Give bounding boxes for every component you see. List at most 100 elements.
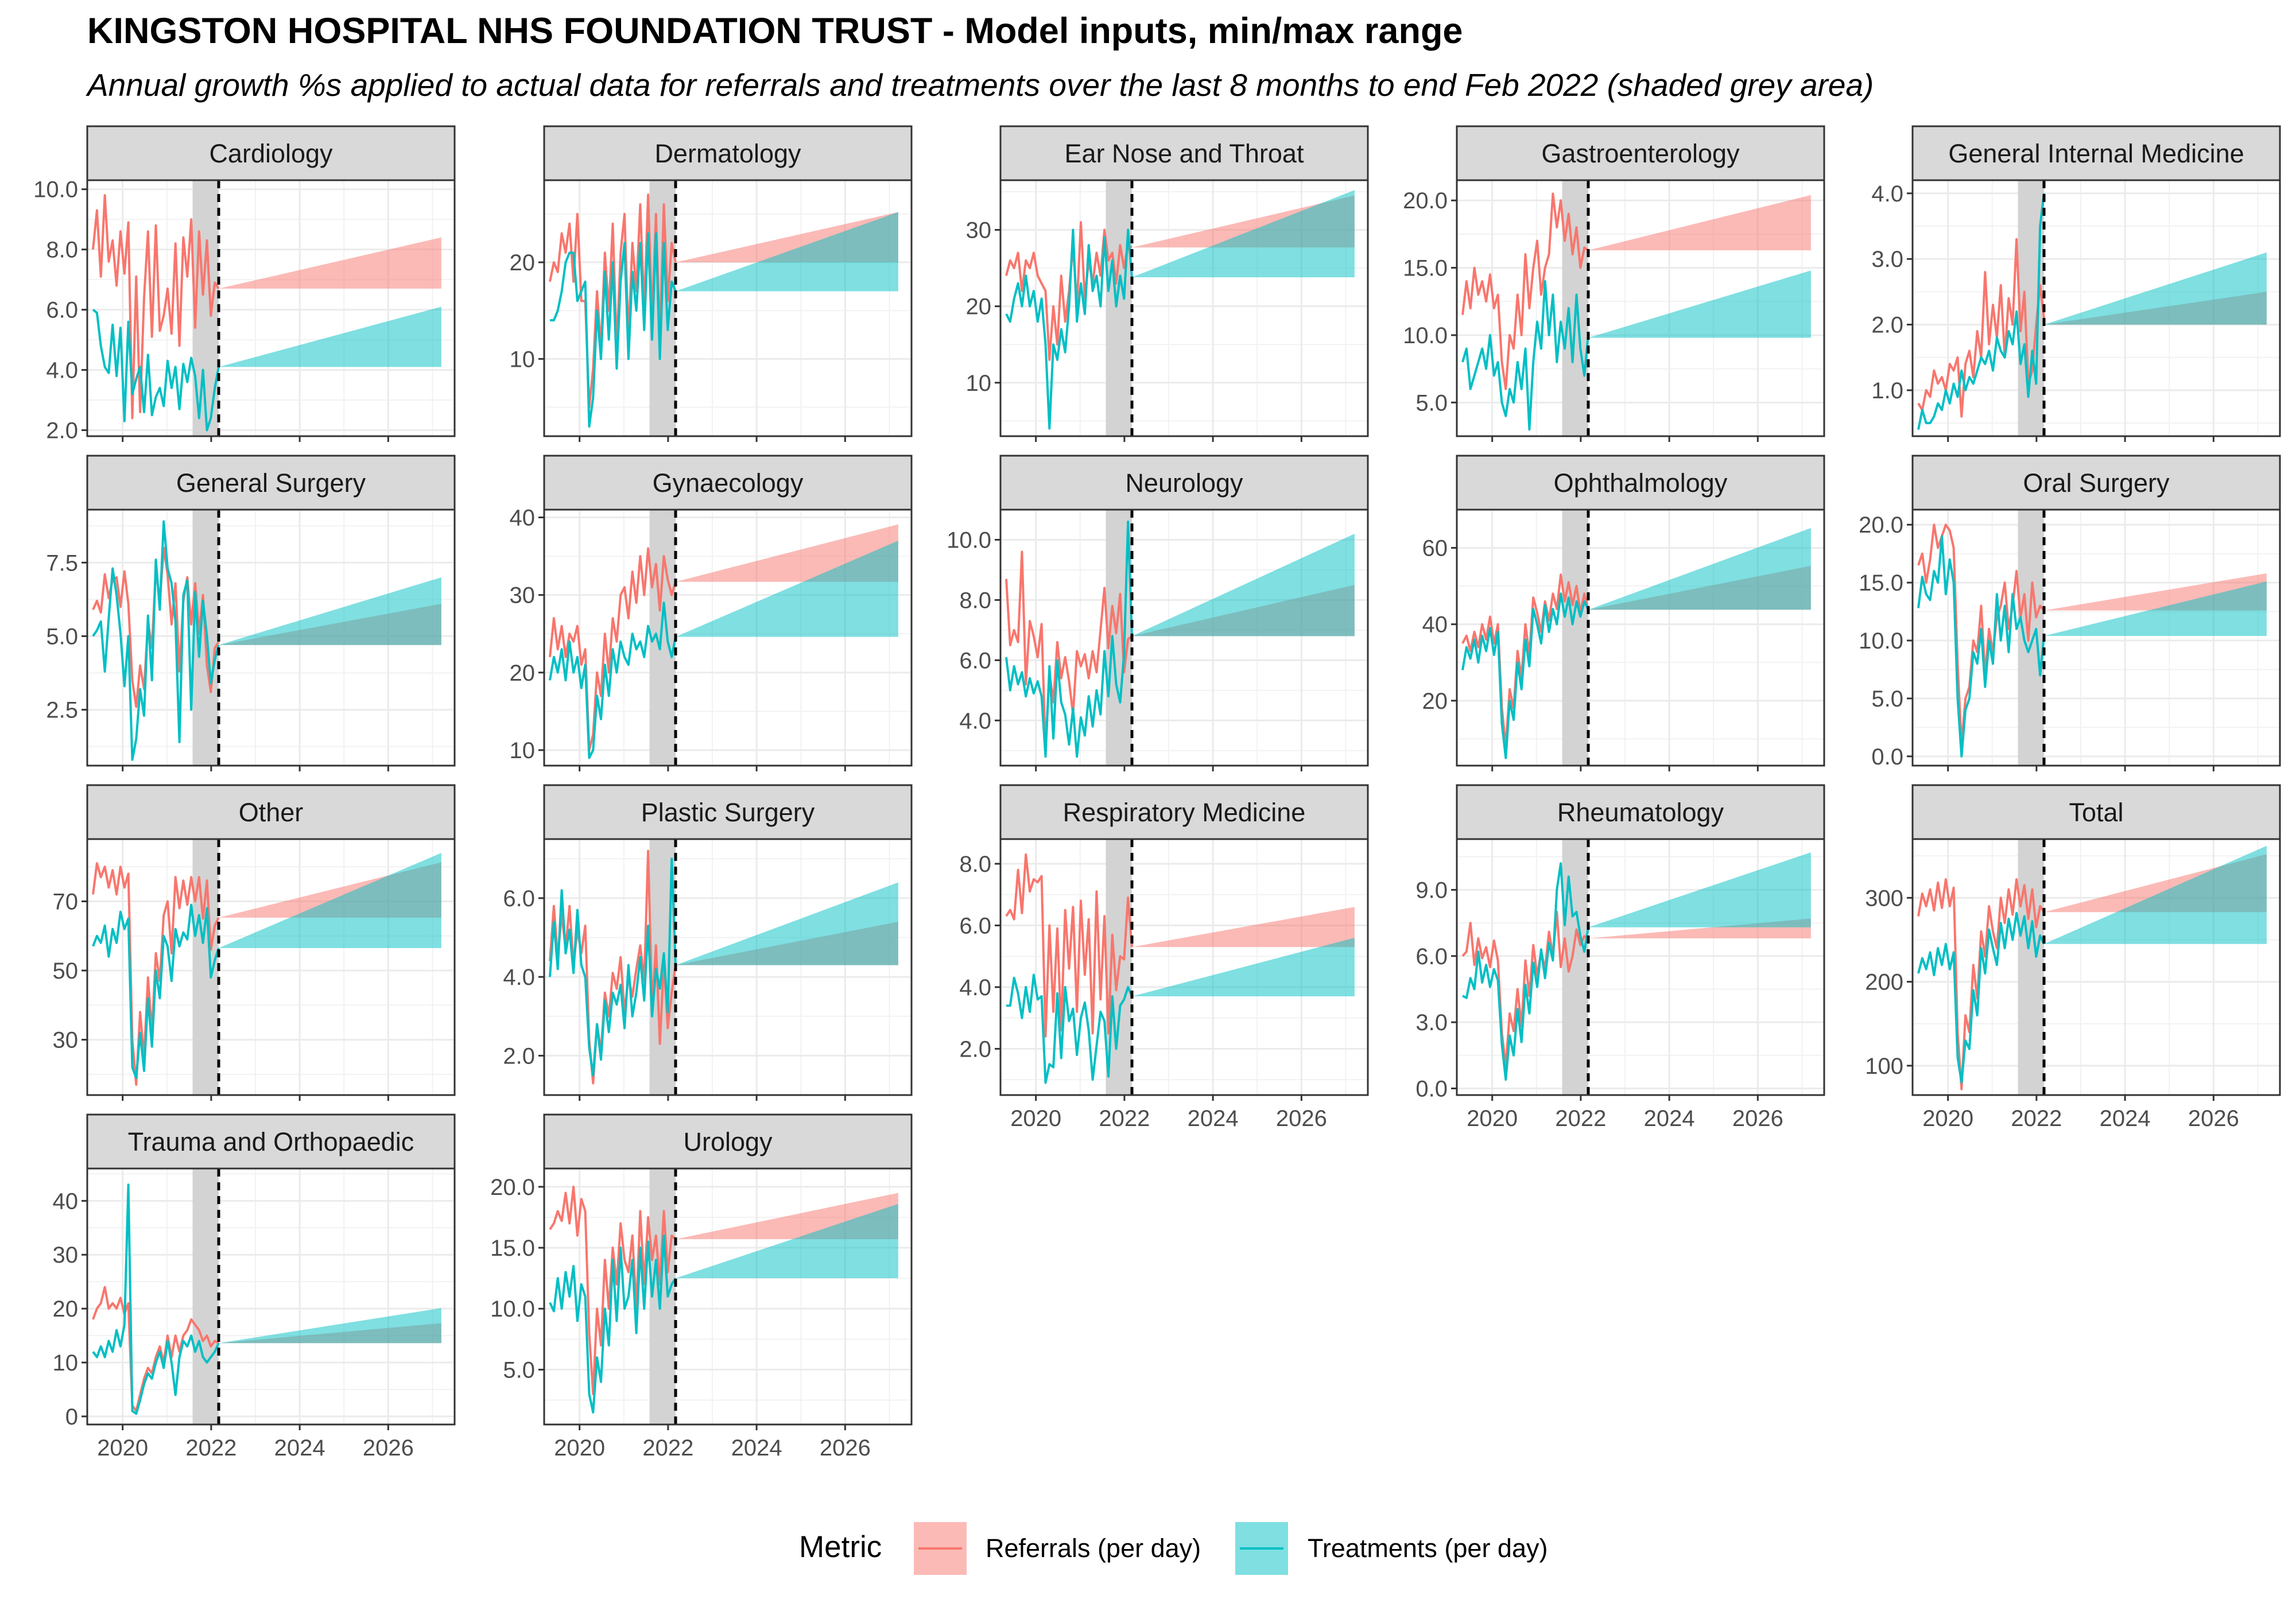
- x-tick-label: 2026: [2188, 1106, 2239, 1131]
- y-tick-label: 60: [1422, 536, 1448, 561]
- panel-border: [86, 509, 456, 767]
- y-tick-label: 4.0: [959, 975, 991, 1000]
- shaded-window: [2018, 510, 2045, 766]
- plot-area: [1457, 180, 1824, 436]
- facet-title: Total: [2069, 798, 2123, 827]
- facet-strip: [1911, 125, 2281, 181]
- plot-area: [1913, 510, 2280, 766]
- facet-panel: Ear Nose and Throat 10 20 30: [966, 125, 1369, 442]
- x-tick-label: 2026: [1276, 1106, 1327, 1131]
- x-tick-label: 2020: [97, 1435, 148, 1461]
- treatments-line: [549, 1234, 677, 1414]
- referrals-line: [549, 1185, 677, 1395]
- panel-border: [1456, 838, 1825, 1096]
- treatments-line: [92, 1183, 220, 1415]
- facet-panel: Ophthalmology 20 40 60: [1422, 455, 1825, 771]
- x-tick-label: 2024: [1644, 1106, 1695, 1131]
- referrals-line: [1917, 523, 2045, 746]
- y-tick-label: 6.0: [1415, 944, 1448, 969]
- panel-border: [86, 838, 456, 1096]
- plot-background: [87, 180, 455, 436]
- treatments-line: [1006, 973, 1133, 1084]
- referrals-line: [1005, 853, 1133, 1038]
- y-tick-label: 2.0: [1871, 313, 1903, 338]
- referrals-line: [1461, 573, 1589, 748]
- y-tick-label: 1.0: [1871, 378, 1903, 403]
- facet-title: General Surgery: [176, 468, 366, 498]
- x-tick-label: 2026: [363, 1435, 414, 1461]
- treatments-range-band: [1588, 270, 1811, 338]
- plot-area: [87, 510, 455, 766]
- y-tick-label: 10.0: [490, 1297, 535, 1322]
- y-tick-label: 20: [53, 1297, 79, 1322]
- panel-border: [999, 838, 1369, 1096]
- facet-title: Other: [239, 798, 304, 827]
- x-tick-label: 2020: [1922, 1106, 1973, 1131]
- panel-border: [1911, 838, 2281, 1096]
- treatments-line: [1917, 193, 2045, 430]
- referrals-line: [1461, 910, 1589, 1068]
- facet-panel: Gynaecology 10 20 30 40: [510, 455, 913, 771]
- y-tick-label: 4.0: [503, 965, 535, 990]
- facet-title: Respiratory Medicine: [1063, 798, 1306, 827]
- treatments-range-band: [219, 577, 441, 645]
- y-tick-label: 20.0: [1403, 188, 1448, 214]
- y-tick-label: 20.0: [490, 1175, 535, 1200]
- treatments-range-band: [2044, 252, 2267, 325]
- y-tick-label: 10: [510, 347, 536, 372]
- x-tick-label: 2024: [1188, 1106, 1239, 1131]
- facet-title: Oral Surgery: [2023, 468, 2170, 498]
- treatments-line: [1005, 521, 1133, 758]
- facet-title: Neurology: [1125, 468, 1243, 498]
- y-tick-label: 0: [65, 1404, 78, 1430]
- treatments-range-band: [676, 541, 898, 637]
- plot-area: [1457, 510, 1824, 766]
- facet-strip: [543, 455, 913, 511]
- facet-strip: [1911, 784, 2281, 840]
- referrals-line: [1461, 192, 1589, 390]
- plot-area: [544, 1169, 912, 1424]
- plot-area: [1913, 839, 2280, 1095]
- facet-panel: General Internal Medicine 1.0 2.0 3.0 4.0: [1871, 125, 2281, 442]
- y-tick-label: 6.0: [959, 913, 991, 938]
- y-tick-label: 2.0: [46, 418, 78, 444]
- y-tick-label: 10: [53, 1350, 79, 1376]
- x-tick-label: 2022: [642, 1435, 693, 1461]
- shaded-window: [1562, 839, 1589, 1095]
- y-tick-label: 50: [53, 958, 79, 984]
- plot-area: [544, 510, 912, 766]
- treatments-line: [1917, 911, 2045, 1084]
- y-tick-label: 5.0: [1415, 390, 1448, 416]
- facet-panel: Neurology 4.0 6.0 8.0 10.0: [947, 455, 1369, 771]
- facet-panel: Cardiology 2.0 4.0 6.0 8.0 10.0: [33, 125, 456, 444]
- y-tick-label: 3.0: [1871, 247, 1903, 272]
- treatments-range-band: [2044, 581, 2267, 636]
- facet-title: Cardiology: [209, 139, 333, 168]
- y-tick-label: 4.0: [1871, 181, 1903, 207]
- treatments-line: [92, 903, 220, 1079]
- y-tick-label: 40: [1422, 612, 1448, 638]
- plot-background: [87, 1169, 455, 1424]
- plot-area: [544, 839, 912, 1095]
- x-tick-label: 2026: [1732, 1106, 1783, 1131]
- y-tick-label: 6.0: [959, 648, 991, 673]
- panel-border: [1456, 179, 1825, 437]
- x-tick-label: 2024: [731, 1435, 782, 1461]
- facet-title: Urology: [683, 1127, 773, 1156]
- x-tick-label: 2020: [1467, 1106, 1518, 1131]
- referrals-line: [92, 862, 220, 1086]
- y-tick-label: 9.0: [1415, 878, 1448, 903]
- facet-strip: [999, 455, 1369, 511]
- y-tick-label: 15.0: [490, 1236, 535, 1261]
- facet-title: Ophthalmology: [1554, 468, 1728, 498]
- treatments-range-band: [1132, 937, 1355, 997]
- treatments-range-band: [2044, 845, 2267, 944]
- facet-title: Rheumatology: [1557, 798, 1724, 827]
- facet-title: General Internal Medicine: [1948, 139, 2244, 168]
- treatments-line: [1461, 280, 1589, 431]
- plot-area: [1457, 839, 1824, 1095]
- treatments-range-band: [219, 853, 441, 948]
- y-tick-label: 15.0: [1403, 256, 1448, 281]
- treatments-line: [549, 857, 677, 1077]
- treatments-range-band: [219, 1308, 441, 1344]
